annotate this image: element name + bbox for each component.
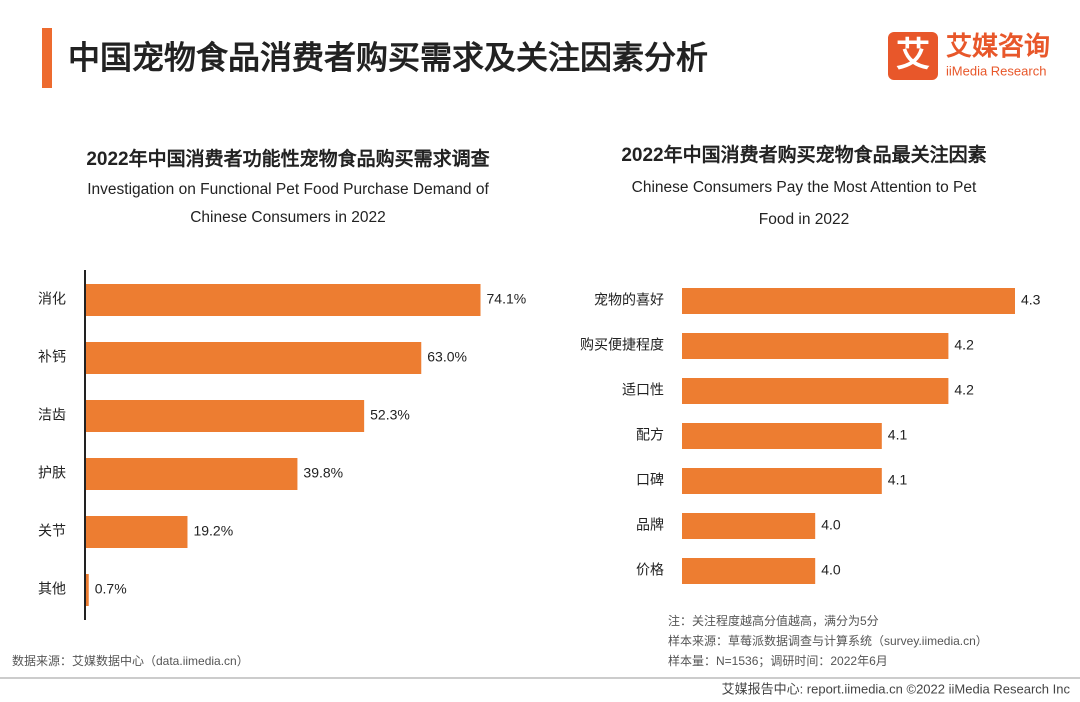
bar [85,574,89,606]
bar [682,468,882,494]
source: 数据来源：艾媒数据中心（data.iimedia.cn） [12,653,249,668]
category-label: 补钙 [38,349,66,365]
logo-name: 艾媒咨询 [946,31,1050,61]
bar [85,342,422,374]
category-label: 洁齿 [38,407,66,423]
value-label: 63.0% [427,349,467,365]
value-label: 19.2% [193,523,233,539]
bar [85,400,365,432]
category-label: 配方 [636,427,664,443]
chart-subtitle: Chinese Consumers in 2022 [190,209,386,226]
category-label: 消化 [38,291,66,307]
bar [682,558,816,584]
category-label: 护肤 [38,465,66,481]
value-label: 4.0 [821,562,841,578]
note: 注：关注程度越高分值越高，满分为5分 [668,613,879,628]
value-label: 0.7% [95,581,127,597]
bar [682,378,949,404]
value-label: 4.2 [954,337,974,353]
category-label: 购买便捷程度 [580,337,664,353]
category-label: 关节 [38,523,66,539]
logo-box [888,32,938,80]
value-label: 4.1 [888,472,908,488]
chart-subtitle: Investigation on Functional Pet Food Pur… [87,181,489,198]
value-label: 4.3 [1021,292,1041,308]
bar [682,333,949,359]
value-label: 39.8% [303,465,343,481]
category-label: 适口性 [622,382,664,398]
logo-mark: 艾 [896,36,930,74]
value-label: 4.1 [888,427,908,443]
title-accent [42,28,52,88]
logo-sub: iiMedia Research [946,63,1046,78]
bar [682,288,1015,314]
category-label: 宠物的喜好 [594,292,664,308]
note: 样本来源：草莓派数据调查与计算系统（survey.iimedia.cn） [668,633,988,648]
category-label: 品牌 [636,517,664,533]
category-label: 口碑 [636,472,664,488]
footer: 艾媒报告中心: report.iimedia.cn ©2022 iiMedia … [722,681,1071,696]
note: 样本量：N=1536；调研时间：2022年6月 [668,653,888,668]
value-label: 74.1% [487,291,527,307]
category-label: 价格 [636,562,664,578]
value-label: 52.3% [370,407,410,423]
page-title: 中国宠物食品消费者购买需求及关注因素分析 [68,39,708,75]
bar [85,458,298,490]
category-label: 其他 [38,581,66,597]
chart-title: 2022年中国消费者功能性宠物食品购买需求调查 [86,147,490,170]
value-label: 4.0 [821,517,841,533]
value-label: 4.2 [954,382,974,398]
bar [682,513,816,539]
bar [85,284,481,316]
chart-title: 2022年中国消费者购买宠物食品最关注因素 [621,143,986,166]
bar [682,423,882,449]
chart-subtitle: Food in 2022 [759,211,850,228]
bar [85,516,188,548]
chart-subtitle: Chinese Consumers Pay the Most Attention… [632,179,977,196]
